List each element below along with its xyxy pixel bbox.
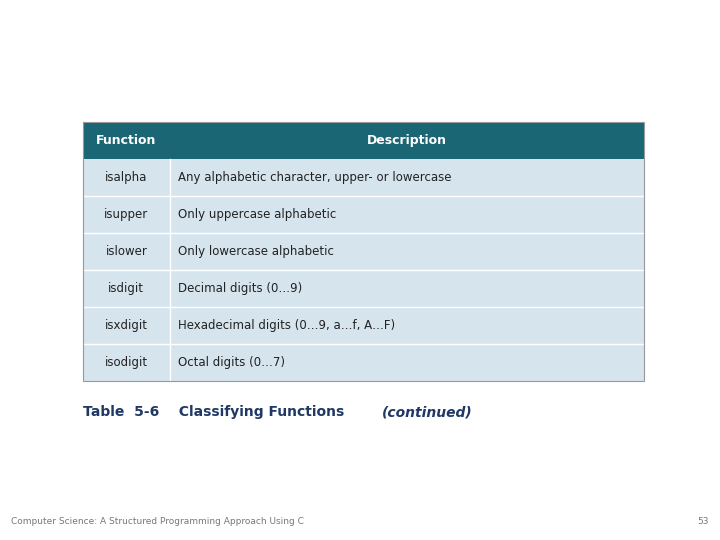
Text: Table  5-6    Classifying Functions: Table 5-6 Classifying Functions: [83, 405, 349, 419]
Text: isxdigit: isxdigit: [105, 319, 148, 332]
Text: Decimal digits (0…9): Decimal digits (0…9): [179, 282, 302, 295]
Text: Computer Science: A Structured Programming Approach Using C: Computer Science: A Structured Programmi…: [11, 517, 304, 526]
Text: isupper: isupper: [104, 208, 148, 221]
Text: Description: Description: [367, 134, 447, 147]
Bar: [83, 270, 644, 307]
Bar: [83, 159, 644, 196]
Text: Only lowercase alphabetic: Only lowercase alphabetic: [179, 245, 334, 258]
Text: (continued): (continued): [382, 405, 472, 419]
Bar: [83, 344, 644, 381]
Text: Any alphabetic character, upper- or lowercase: Any alphabetic character, upper- or lowe…: [179, 171, 452, 184]
Text: Octal digits (0…7): Octal digits (0…7): [179, 356, 286, 369]
Text: Only uppercase alphabetic: Only uppercase alphabetic: [179, 208, 337, 221]
Bar: [83, 122, 644, 381]
Text: islower: islower: [105, 245, 148, 258]
Text: isalpha: isalpha: [105, 171, 148, 184]
Text: Function: Function: [96, 134, 156, 147]
Bar: [83, 233, 644, 270]
Text: isodigit: isodigit: [105, 356, 148, 369]
Text: isdigit: isdigit: [108, 282, 144, 295]
Bar: [83, 122, 644, 159]
Text: Hexadecimal digits (0…9, a…f, A…F): Hexadecimal digits (0…9, a…f, A…F): [179, 319, 395, 332]
Text: 53: 53: [698, 517, 709, 526]
Bar: [83, 307, 644, 344]
Bar: [83, 196, 644, 233]
